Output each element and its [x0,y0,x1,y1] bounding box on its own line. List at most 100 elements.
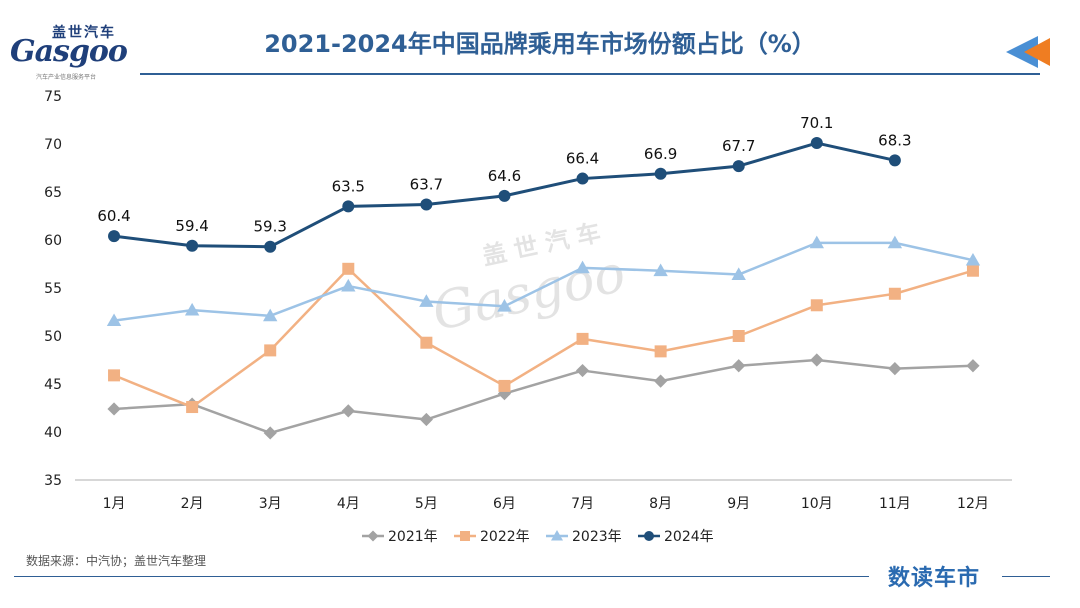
data-point [654,374,668,388]
chart-title: 2021-2024年中国品牌乘用车市场份额占比（%） [264,30,816,58]
logo-english-text: Gasgoo [10,34,128,69]
data-point [264,344,277,357]
legend-label: 2023年 [572,529,622,545]
corner-arrow-icon [1006,36,1050,68]
data-point [888,362,902,376]
data-point [966,359,980,373]
series-line [113,241,974,322]
data-point [497,299,512,312]
logo-subtitle: 汽车产业信息服务平台 [36,74,97,81]
data-label: 64.6 [488,167,521,185]
data-point [108,369,121,382]
x-tick-label: 10月 [801,496,833,512]
data-point [810,353,824,367]
y-tick-label: 70 [44,137,62,153]
data-point [498,189,511,202]
data-point [106,313,122,327]
y-tick-label: 35 [44,473,62,489]
y-tick-label: 40 [44,425,62,441]
data-point [732,160,745,173]
legend-label: 2021年 [388,529,438,545]
data-point [575,363,590,378]
legend-label: 2024年 [664,529,714,545]
data-point [186,239,199,252]
x-tick-label: 3月 [259,496,282,512]
series-line [113,267,974,409]
data-point [498,379,511,392]
data-point [732,330,745,342]
data-label: 66.4 [566,150,599,168]
data-point [341,278,356,292]
gasgoo-logo: 盖世汽车 Gasgoo 汽车产业信息服务平台 [8,22,138,82]
legend-marker [551,530,563,541]
data-label: 63.7 [410,175,443,193]
data-label: 59.3 [254,218,287,236]
footer-divider-left [14,576,869,577]
legend-item: 2022年 [454,529,530,545]
data-point [420,198,433,211]
data-point [576,332,589,345]
data-point [419,294,434,307]
x-tick-label: 1月 [103,496,126,512]
x-tick-label: 5月 [415,496,438,512]
logo-chinese-text: 盖世汽车 [52,25,116,41]
footer-brand: 数读车市 [888,566,981,591]
data-point [263,426,277,440]
legend-marker [460,531,470,541]
y-tick-label: 50 [44,329,62,345]
series-2024年 [108,137,901,253]
data-point [654,345,667,358]
y-tick-label: 75 [44,89,62,105]
x-tick-label: 6月 [493,496,516,512]
data-point [810,299,823,312]
legend-item: 2021年 [362,529,438,545]
x-tick-label: 2月 [181,496,204,512]
data-point [107,402,121,416]
data-label: 63.5 [332,177,365,195]
data-point [732,359,746,373]
chart-axes: 35 40 45 50 55 60 65 70 75 1月 2月 3月 4月 5月 6月 7月 8月 9月 10月 1… [44,89,1012,512]
legend-marker [644,531,654,541]
x-tick-label: 9月 [727,496,750,512]
data-point [575,260,590,274]
series-2022年 [108,262,979,414]
chart-series [106,137,981,440]
chart-data-labels: 60.4 59.4 59.3 63.5 63.7 64.6 66.4 66.9 67.7 70.1… [97,114,911,236]
data-point [342,262,355,275]
data-label: 66.9 [644,145,677,163]
x-tick-label: 4月 [337,496,360,512]
data-point [263,308,278,322]
series-line [113,358,974,435]
data-point [887,235,903,249]
x-tick-label: 11月 [879,496,911,512]
legend-marker [367,530,379,542]
data-point [965,252,981,266]
y-tick-label: 60 [44,233,62,249]
x-tick-label: 8月 [649,496,672,512]
legend-item: 2024年 [638,529,714,545]
y-tick-label: 55 [44,281,62,297]
data-label: 70.1 [800,114,833,132]
data-point [653,263,668,277]
y-tick-label: 65 [44,185,62,201]
data-point [342,200,355,213]
data-label: 68.3 [878,131,911,149]
x-tick-label: 7月 [571,496,594,512]
data-point [341,404,355,418]
y-tick-label: 45 [44,377,62,393]
data-source-note: 数据来源：中汽协；盖世汽车整理 [26,554,207,568]
legend-item: 2023年 [546,529,622,545]
title-underline [140,73,1040,75]
data-point [731,267,746,280]
data-point [966,264,979,277]
data-label: 59.4 [175,217,208,235]
data-point [810,137,823,150]
x-tick-label: 12月 [957,496,989,512]
series-2021年 [107,353,980,440]
data-point [184,302,200,316]
series-2023年 [106,235,981,327]
data-point [888,287,901,300]
data-point [419,412,433,427]
footer-divider-right [1002,576,1050,577]
data-label: 60.4 [97,207,130,225]
